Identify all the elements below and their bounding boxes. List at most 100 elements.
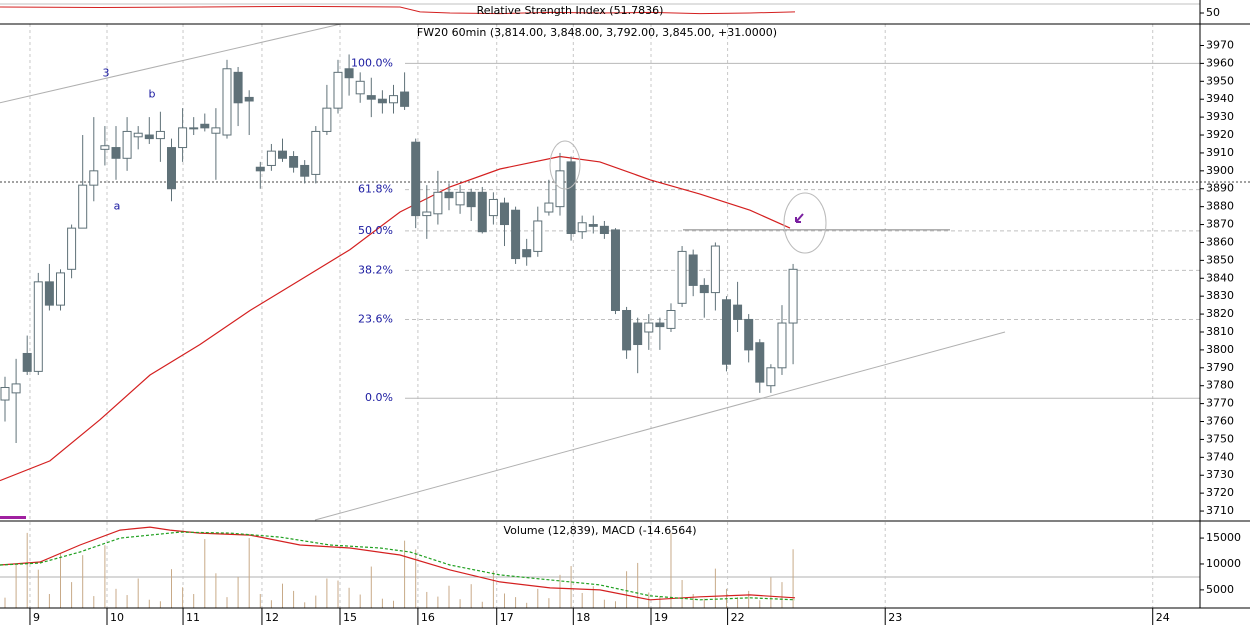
candle-body <box>788 268 798 324</box>
annotation-ellipse <box>783 192 827 254</box>
candle-body <box>577 222 587 233</box>
price-title: FW20 60min (3,814.00, 3,848.00, 3,792.00… <box>417 26 777 39</box>
candle-body <box>444 191 454 199</box>
y-tick-label: 3960 <box>1206 56 1234 69</box>
candle-body <box>78 184 88 229</box>
candle-body <box>300 164 310 177</box>
x-tick-label: 19 <box>654 611 668 624</box>
annotation-arrow <box>795 213 804 223</box>
candle-body <box>22 352 32 372</box>
y-tick-label: 3720 <box>1206 486 1234 499</box>
candle-body <box>477 191 487 233</box>
candle-body <box>622 309 632 351</box>
fib-label: 38.2% <box>358 263 393 276</box>
candle-body <box>322 107 332 132</box>
wave-label: 3 <box>103 67 110 80</box>
candle-body <box>178 127 188 149</box>
fib-label: 100.0% <box>351 56 393 69</box>
y-tick-label: 3710 <box>1206 504 1234 517</box>
y-tick-label: 10000 <box>1206 557 1241 570</box>
candle-body <box>766 367 776 387</box>
candle-body <box>466 191 476 208</box>
candle-body <box>244 96 254 102</box>
candle-body <box>411 141 421 217</box>
candle-body <box>33 281 43 372</box>
candle-body <box>422 211 432 217</box>
candle-body <box>633 322 643 346</box>
candle-body <box>133 132 143 138</box>
candle-body <box>499 202 509 226</box>
panel <box>0 526 796 608</box>
moving-average <box>0 155 791 482</box>
y-tick-label: 3860 <box>1206 235 1234 248</box>
candle-body <box>455 191 465 206</box>
y-tick-label: 3870 <box>1206 218 1234 231</box>
fib-label: 23.6% <box>358 312 393 325</box>
candle-body <box>677 250 687 304</box>
candle-body <box>266 150 276 166</box>
candle-body <box>733 304 743 320</box>
y-tick-label: 3740 <box>1206 450 1234 463</box>
candle-body <box>400 91 410 107</box>
candle-body <box>122 130 132 159</box>
candle-body <box>744 318 754 351</box>
y-tick-label: 3790 <box>1206 361 1234 374</box>
y-tick-label: 3940 <box>1206 92 1234 105</box>
candle-body <box>44 281 54 306</box>
candle-body <box>610 229 620 311</box>
fib-label: 61.8% <box>358 183 393 196</box>
x-tick-label: 22 <box>731 611 745 624</box>
y-tick-label: 5000 <box>1206 583 1234 596</box>
y-tick-label: 3950 <box>1206 74 1234 87</box>
macd-line <box>0 531 796 601</box>
plot-layer: 9 10 11 12 15 16 17 18 19 22 23 24 50 3710 3720 3730 374… <box>0 5 1241 625</box>
candle-body <box>511 209 521 260</box>
y-tick-label: 3780 <box>1206 379 1234 392</box>
x-tick-label: 16 <box>421 611 435 624</box>
fib-label: 0.0% <box>365 391 393 404</box>
candle-body <box>311 130 321 175</box>
scroll-marker <box>0 516 26 519</box>
panel <box>0 24 1200 521</box>
y-tick-label: 50 <box>1206 6 1220 19</box>
rsi-line <box>0 5 796 15</box>
candle-body <box>721 299 731 365</box>
y-tick-label: 3810 <box>1206 325 1234 338</box>
candle-body <box>166 147 176 190</box>
x-tick-label: 11 <box>186 611 200 624</box>
wave-label: a <box>114 200 121 213</box>
candle-body <box>388 95 398 104</box>
y-tick-label: 3850 <box>1206 253 1234 266</box>
y-tick-label: 3730 <box>1206 468 1234 481</box>
candle-body <box>755 342 765 383</box>
candle-body <box>355 80 365 95</box>
y-tick-label: 3830 <box>1206 289 1234 302</box>
x-tick-label: 18 <box>576 611 590 624</box>
candle-body <box>211 127 221 134</box>
candle-body <box>89 170 99 186</box>
candle-body <box>666 309 676 329</box>
y-tick-label: 3840 <box>1206 271 1234 284</box>
candle-body <box>599 225 609 235</box>
candle-body <box>777 322 787 369</box>
candle-body <box>111 147 121 159</box>
trendline <box>0 24 343 104</box>
y-tick-label: 3900 <box>1206 164 1234 177</box>
wave-label: b <box>148 88 155 101</box>
candle-body <box>11 383 21 394</box>
candle-body <box>710 245 720 294</box>
candle-body <box>255 166 265 172</box>
candle-body <box>533 220 543 252</box>
candle-body <box>644 322 654 333</box>
macd-line <box>0 526 796 601</box>
candle-body <box>522 249 532 258</box>
y-tick-label: 3920 <box>1206 128 1234 141</box>
candle-body <box>144 134 154 140</box>
fib-label: 50.0% <box>358 224 393 237</box>
candle-body <box>233 71 243 104</box>
y-tick-label: 3750 <box>1206 432 1234 445</box>
annotation-ellipse <box>549 140 581 190</box>
x-tick-label: 23 <box>888 611 902 624</box>
x-tick-label: 10 <box>110 611 124 624</box>
